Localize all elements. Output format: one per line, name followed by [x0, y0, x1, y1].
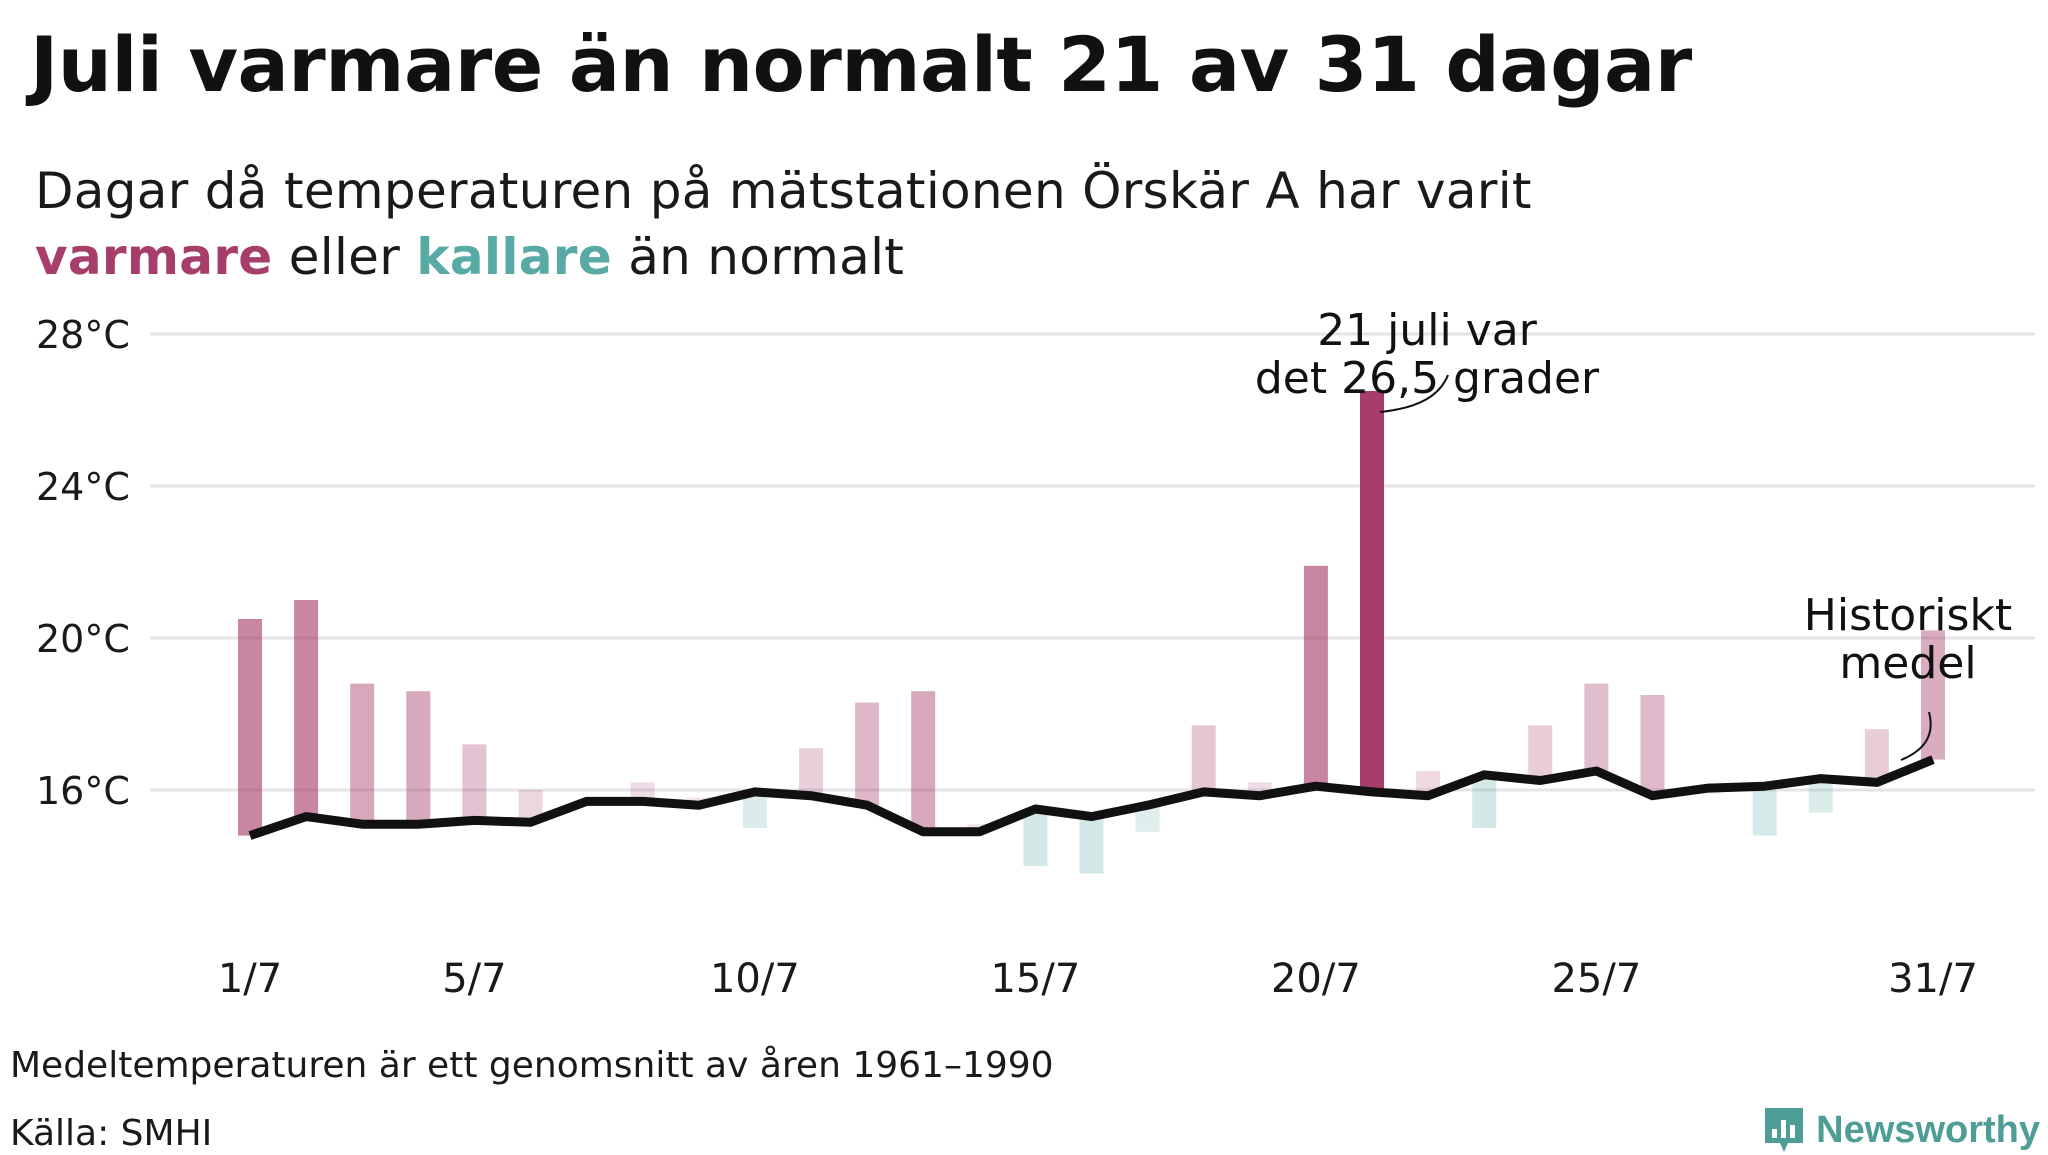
chart-subtitle: Dagar då temperaturen på mätstationen Ör… — [35, 158, 1532, 290]
bar-warm — [855, 702, 880, 806]
bar-warm — [911, 691, 936, 832]
subtitle-line-1: Dagar då temperaturen på mätstationen Ör… — [35, 162, 1532, 220]
x-tick-label: 5/7 — [442, 956, 506, 1002]
legend-cold-label: kallare — [416, 228, 612, 286]
x-tick-label: 10/7 — [710, 956, 800, 1002]
x-tick-label: 15/7 — [990, 956, 1080, 1002]
grid-lines — [150, 332, 2035, 792]
annotation-peak-pointer — [1379, 374, 1449, 413]
bar-warm — [1864, 729, 1889, 783]
newsworthy-chat-icon — [1765, 1108, 1804, 1152]
x-tick-label: 20/7 — [1271, 956, 1361, 1002]
y-tick-label: 28°C — [36, 313, 130, 357]
annotation-peak-text: 21 juli var — [1317, 305, 1538, 356]
subtitle-line-2: varmare eller kallare än normalt — [35, 224, 1532, 290]
y-tick-label: 20°C — [36, 617, 130, 661]
temperature-bars — [238, 391, 1945, 874]
historical-mean-line — [248, 755, 1935, 840]
y-tick-label: 16°C — [36, 769, 130, 813]
x-tick-label: 1/7 — [218, 956, 282, 1002]
bar-warm — [1360, 391, 1384, 792]
newsworthy-logo[interactable]: Newsworthy — [1762, 1105, 2040, 1155]
legend-warm-label: varmare — [35, 228, 273, 286]
bar-cold — [1023, 809, 1048, 866]
annotation-mean-text: Historiskt — [1804, 590, 2012, 641]
source-note: Källa: SMHI — [10, 1113, 213, 1154]
bar-cold — [1808, 778, 1833, 813]
bar-warm — [462, 744, 487, 821]
bar-warm — [799, 748, 823, 796]
bar-warm — [1528, 725, 1553, 781]
bar-warm — [630, 782, 655, 802]
annotation-mean-pointer — [1900, 711, 1932, 761]
x-axis-labels: 1/7 5/7 10/7 15/7 20/7 25/7 31/7 — [218, 956, 1978, 1002]
brand-name: Newsworthy — [1816, 1108, 2040, 1151]
y-axis-labels: 16°C 20°C 24°C 28°C — [36, 313, 130, 813]
bar-warm — [1640, 695, 1665, 796]
footnote: Medeltemperaturen är ett genomsnitt av å… — [10, 1045, 1054, 1086]
bar-warm — [1191, 725, 1216, 792]
annotation-mean-text: medel — [1839, 638, 1976, 689]
y-tick-label: 24°C — [36, 465, 130, 509]
bar-cold — [1752, 786, 1777, 836]
annotation-peak-text: det 26,5 grader — [1255, 353, 1600, 404]
bar-warm — [238, 619, 262, 836]
bar-warm — [1303, 565, 1328, 787]
x-tick-label: 25/7 — [1551, 956, 1641, 1002]
bar-warm — [406, 691, 431, 825]
bar-warm — [350, 683, 375, 825]
bar-warm — [1921, 630, 1945, 760]
subtitle-end: än normalt — [628, 228, 905, 286]
chart-title: Juli varmare än normalt 21 av 31 dagar — [30, 20, 1692, 109]
bar-warm — [294, 600, 319, 817]
mean-line — [248, 755, 1935, 840]
subtitle-middle: eller — [288, 228, 401, 286]
bar-cold — [1079, 816, 1104, 874]
x-tick-label: 31/7 — [1888, 956, 1978, 1002]
bar-cold — [1472, 774, 1497, 828]
bar-warm — [1584, 683, 1609, 771]
